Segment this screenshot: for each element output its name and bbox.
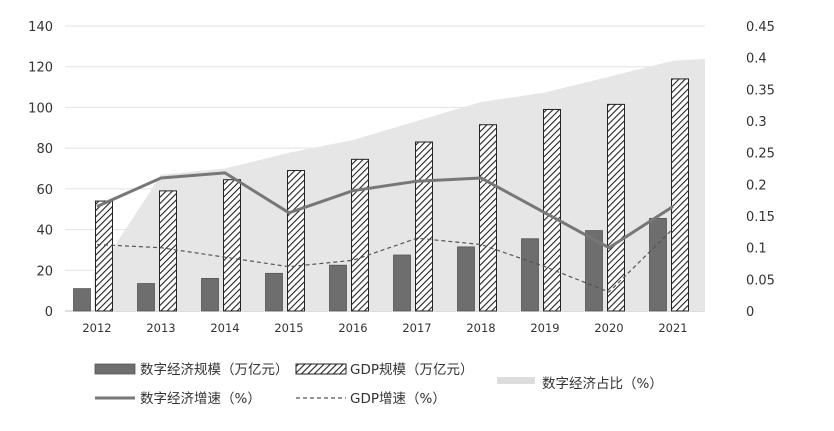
- line-layer: [96, 171, 674, 293]
- bar-digital-economy-scale: [585, 230, 603, 312]
- left-axis-tick-label: 40: [36, 224, 53, 239]
- right-axis-tick-label: 0.2: [746, 178, 767, 193]
- x-axis-tick-label: 2015: [274, 321, 303, 335]
- right-axis-tick-label: 0.05: [746, 273, 775, 288]
- left-axis-tick-label: 100: [28, 101, 53, 116]
- left-axis-tick-label: 0: [45, 305, 53, 320]
- bar-digital-economy-scale: [649, 217, 667, 312]
- left-axis-tick-label: 20: [36, 264, 53, 279]
- bar-digital-economy-scale: [457, 246, 475, 312]
- bar-digital-economy-scale: [201, 278, 219, 312]
- legend-label-digital-economy-share: 数字经济占比（%）: [542, 376, 663, 392]
- bar-gdp-scale: [543, 108, 561, 312]
- bar-digital-economy-scale: [393, 254, 411, 312]
- bar-gdp-scale: [415, 141, 433, 312]
- right-axis-tick-label: 0.4: [746, 52, 767, 67]
- right-axis-tick-label: 0.45: [746, 20, 775, 35]
- legend-swatch-gdp-scale: [295, 363, 347, 375]
- bar-gdp-scale: [607, 103, 625, 312]
- legend-swatch-digital-economy-share: [497, 377, 535, 384]
- bar-digital-economy-scale: [329, 264, 347, 312]
- x-axis-tick-label: 2016: [338, 321, 367, 335]
- bar-gdp-scale: [159, 190, 177, 312]
- legend-label-gdp-scale: GDP规模（万亿元）: [350, 362, 474, 378]
- x-axis-tick-label: 2012: [82, 321, 111, 335]
- right-axis-tick-label: 0.35: [746, 83, 775, 98]
- bar-layer: [73, 78, 689, 312]
- legend-layer: 数字经济规模（万亿元） GDP规模（万亿元） 数字经济增速（%） GDP增速（%） 数字…: [94, 362, 663, 407]
- left-axis-tick-label: 60: [36, 183, 53, 198]
- bar-digital-economy-scale: [73, 288, 91, 312]
- bar-digital-economy-scale: [265, 272, 283, 312]
- x-axis-tick-label: 2020: [594, 321, 623, 335]
- bar-digital-economy-scale: [521, 238, 539, 312]
- x-axis-tick-label: 2021: [658, 321, 687, 335]
- right-axis-tick-label: 0.15: [746, 210, 775, 225]
- x-axis-tick-label: 2017: [402, 321, 431, 335]
- legend-label-gdp-growth: GDP增速（%）: [350, 391, 446, 407]
- legend-swatch-digital-economy-scale: [94, 363, 136, 375]
- bar-digital-economy-scale: [137, 283, 155, 312]
- legend-label-digital-economy-scale: 数字经济规模（万亿元）: [140, 362, 289, 378]
- bar-gdp-scale: [287, 170, 305, 312]
- line-digital-economy-growth: [96, 171, 674, 250]
- bar-gdp-scale: [671, 78, 689, 312]
- bar-gdp-scale: [479, 124, 497, 312]
- x-axis-tick-label: 2013: [146, 321, 175, 335]
- left-axis-tick-label: 140: [28, 20, 53, 35]
- bar-gdp-scale: [351, 158, 369, 312]
- x-axis-tick-label: 2018: [466, 321, 495, 335]
- right-axis-tick-label: 0.3: [746, 115, 767, 130]
- right-axis-tick-label: 0.1: [746, 242, 767, 257]
- left-axis-tick-label: 120: [28, 61, 53, 76]
- legend-label-digital-economy-growth: 数字经济增速（%）: [140, 391, 261, 407]
- right-axis-tick-label: 0.25: [746, 147, 775, 162]
- right-axis-tick-label: 0: [746, 305, 754, 320]
- left-axis-tick-label: 80: [36, 142, 53, 157]
- x-axis-tick-label: 2014: [210, 321, 239, 335]
- line-gdp-growth: [96, 228, 674, 293]
- bar-gdp-scale: [223, 179, 241, 312]
- bar-gdp-scale: [95, 200, 113, 312]
- axis-layer: 0 20 40 60 80 100 120 140 0 0.05 0.1 0.15 0.2 0.25 0.3…: [28, 20, 775, 335]
- x-axis-tick-label: 2019: [530, 321, 559, 335]
